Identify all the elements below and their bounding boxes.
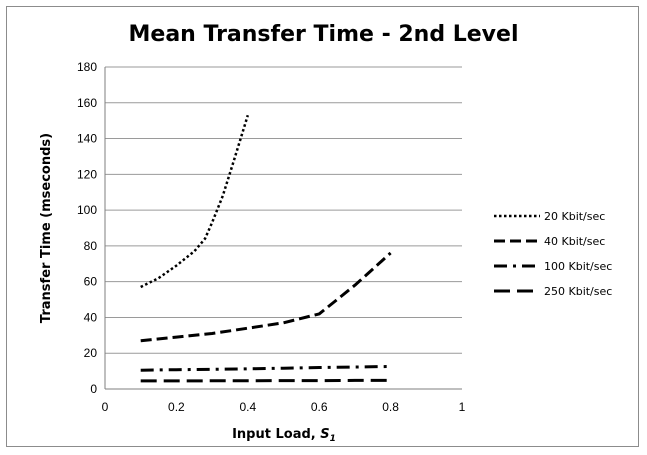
y-tick-label: 100 — [77, 203, 97, 217]
y-tick-label: 180 — [77, 60, 97, 74]
chart-title: Mean Transfer Time - 2nd Level — [128, 22, 519, 47]
legend-label: 100 Kbit/sec — [544, 260, 612, 273]
x-tick-label: 0.4 — [239, 400, 256, 414]
series-line — [140, 114, 249, 289]
y-tick-label: 20 — [84, 346, 98, 360]
x-tick-label: 1 — [459, 400, 466, 414]
y-tick-label: 160 — [77, 96, 97, 110]
x-tick-label: 0.6 — [311, 400, 328, 414]
series-lines — [140, 114, 392, 383]
y-axis-label: Transfer Time (mseconds) — [39, 133, 54, 323]
x-tick-label: 0.8 — [382, 400, 399, 414]
y-tick-label: 60 — [84, 275, 98, 289]
legend-label: 20 Kbit/sec — [544, 210, 605, 223]
x-tick-label: 0.2 — [168, 400, 185, 414]
x-axis-label-sub: 1 — [330, 434, 336, 444]
y-tick-label: 40 — [84, 310, 98, 324]
legend-label: 250 Kbit/sec — [544, 285, 612, 298]
y-tick-label: 120 — [77, 167, 97, 181]
legend: 20 Kbit/sec 40 Kbit/sec 100 Kbit/sec 250 Kb… — [494, 210, 612, 298]
series-line — [140, 378, 391, 383]
y-tick-label: 80 — [84, 239, 98, 253]
y-tick-labels: 0 20 40 60 80 100 120 140 160 180 — [77, 60, 97, 396]
x-axis-label-main: Input Load, — [232, 427, 320, 442]
series-line — [140, 251, 392, 343]
legend-label: 40 Kbit/sec — [544, 235, 605, 248]
chart-frame — [6, 6, 639, 447]
series-line — [140, 365, 391, 372]
x-tick-labels: 0 0.2 0.4 0.6 0.8 1 — [102, 400, 466, 414]
grid-lines — [104, 66, 462, 390]
y-tick-label: 140 — [77, 132, 97, 146]
x-axis-label-var: S — [320, 427, 329, 442]
x-axis-label: Input Load, S1 — [232, 427, 336, 444]
y-tick-label: 0 — [90, 382, 97, 396]
x-tick-label: 0 — [102, 400, 109, 414]
